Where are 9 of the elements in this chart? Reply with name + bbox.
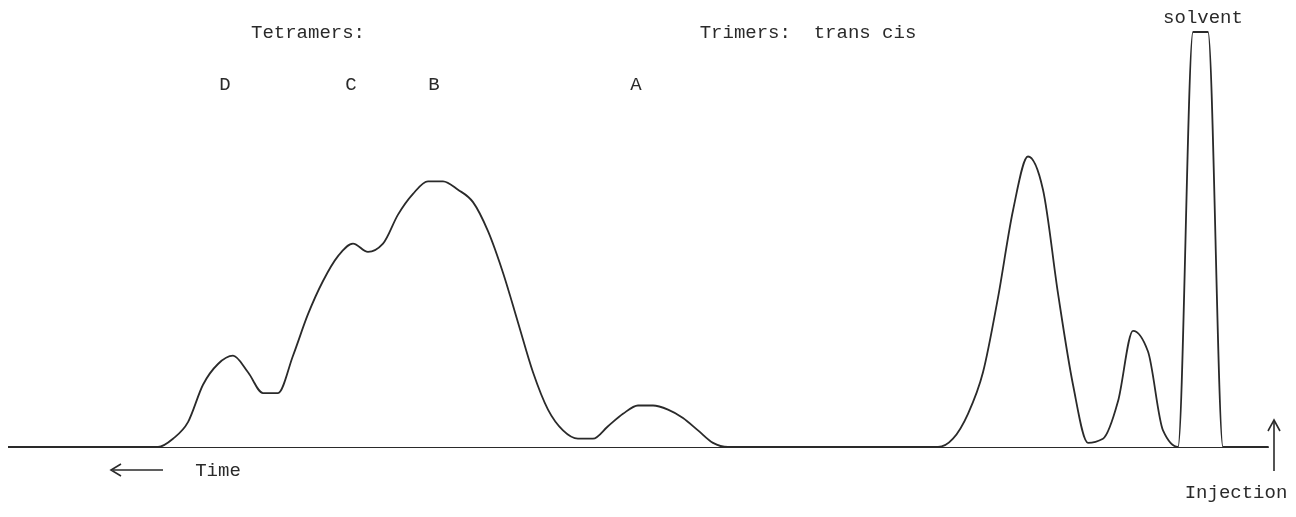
annotation: A [630,74,643,96]
text: Time [195,460,241,482]
annotation: Trimers: trans cis [699,22,917,44]
annotation: B [428,74,440,96]
text: Injection [1184,482,1288,504]
text: solvent [1163,7,1243,29]
annotation: D [219,74,231,96]
annotation: Tetramers: [250,22,366,44]
annotation: C [345,74,357,96]
